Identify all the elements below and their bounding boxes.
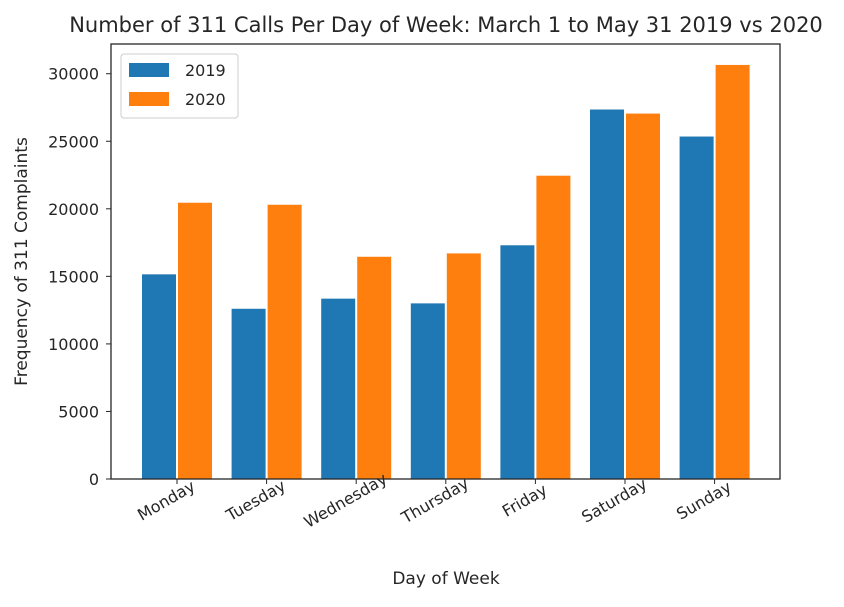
x-tick-label-thursday: Thursday bbox=[397, 474, 472, 528]
x-tick-label-saturday: Saturday bbox=[578, 474, 650, 527]
bar-2020-sunday bbox=[715, 64, 750, 479]
bar-2020-wednesday bbox=[357, 256, 392, 479]
bar-2019-saturday bbox=[590, 109, 624, 479]
bar-2019-thursday bbox=[410, 303, 445, 479]
y-tick-label: 0 bbox=[89, 470, 99, 489]
legend-swatch-2020 bbox=[129, 92, 169, 106]
bar-2020-friday bbox=[536, 175, 571, 480]
x-tick-label-friday: Friday bbox=[499, 480, 551, 521]
plot-frame bbox=[110, 43, 781, 480]
y-axis-label: Frequency of 311 Complaints bbox=[12, 137, 32, 386]
bar-2019-monday bbox=[142, 274, 176, 479]
x-tick-label-tuesday: Tuesday bbox=[222, 476, 289, 526]
y-tick-label: 30000 bbox=[48, 65, 99, 84]
bar-2020-thursday bbox=[446, 253, 481, 479]
legend-label-2019: 2019 bbox=[185, 61, 226, 80]
legend-label-2020: 2020 bbox=[185, 90, 226, 109]
y-tick-label: 15000 bbox=[48, 267, 99, 286]
bar-2019-tuesday bbox=[231, 308, 266, 479]
bars-group bbox=[142, 64, 750, 480]
legend-swatch-2019 bbox=[129, 63, 169, 77]
bar-2019-sunday bbox=[679, 136, 714, 479]
x-tick-label-monday: Monday bbox=[134, 476, 198, 524]
bar-2020-tuesday bbox=[267, 204, 302, 479]
bar-2019-wednesday bbox=[321, 298, 356, 479]
y-tick-label: 25000 bbox=[48, 132, 99, 151]
bar-2020-saturday bbox=[626, 113, 660, 479]
chart-title: Number of 311 Calls Per Day of Week: Mar… bbox=[69, 13, 823, 37]
bar-2019-friday bbox=[500, 245, 535, 479]
y-tick-label: 10000 bbox=[48, 335, 99, 354]
y-tick-label: 5000 bbox=[58, 402, 99, 421]
x-tick-label-sunday: Sunday bbox=[673, 477, 734, 523]
x-axis-label: Day of Week bbox=[392, 569, 499, 589]
legend: 2019 2020 bbox=[120, 53, 239, 119]
bar-2020-monday bbox=[178, 202, 212, 479]
y-axis: 0 5000 10000 15000 20000 25000 30000 bbox=[48, 65, 111, 489]
y-tick-label: 20000 bbox=[48, 200, 99, 219]
